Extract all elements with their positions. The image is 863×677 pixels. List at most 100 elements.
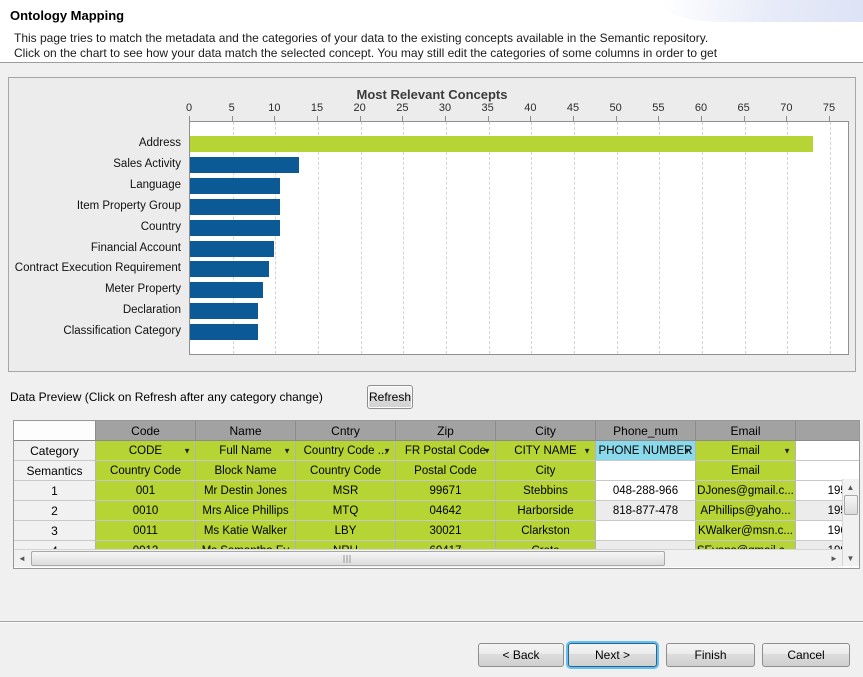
chevron-down-icon[interactable]: ▼ xyxy=(483,446,491,455)
table-cell xyxy=(596,521,696,541)
x-tick-mark xyxy=(317,116,318,121)
chevron-down-icon[interactable]: ▼ xyxy=(683,446,691,455)
table-cell: Stebbins xyxy=(496,481,596,501)
data-preview-table[interactable]: Code Name Cntry Zip City Phone_num Email Catego… xyxy=(13,420,860,569)
concept-bar[interactable] xyxy=(190,241,274,257)
scroll-down-icon[interactable]: ▼ xyxy=(843,552,858,564)
x-tick-mark xyxy=(530,116,532,121)
category-dropdown[interactable]: CITY NAME ▼ xyxy=(496,441,596,461)
semantics-cell: Country Code xyxy=(296,461,396,481)
vertical-scroll-thumb[interactable] xyxy=(844,495,858,515)
refresh-button[interactable]: Refresh xyxy=(367,385,413,409)
chevron-down-icon[interactable]: ▼ xyxy=(283,446,291,455)
x-gridline xyxy=(360,122,362,354)
x-gridline xyxy=(275,122,277,354)
category-dropdown[interactable]: PHONE NUMBER ▼ xyxy=(596,441,696,461)
x-gridline xyxy=(446,122,447,354)
concept-bar[interactable] xyxy=(190,282,263,298)
row-number: 2 xyxy=(14,501,96,521)
wizard-header: Ontology Mapping This page tries to matc… xyxy=(0,0,863,62)
column-header: Code xyxy=(96,421,196,441)
table-cell: Ms Katie Walker xyxy=(196,521,296,541)
chevron-down-icon[interactable]: ▼ xyxy=(183,446,191,455)
table-cell: 048-288-966 xyxy=(596,481,696,501)
category-dropdown[interactable]: Full Name ▼ xyxy=(196,441,296,461)
column-header: Zip xyxy=(396,421,496,441)
chart-category-label: Contract Execution Requirement xyxy=(14,262,181,274)
category-dropdown[interactable]: FR Postal Code ▼ xyxy=(396,441,496,461)
table-cell: Mr Destin Jones xyxy=(196,481,296,501)
table-cell: 99671 xyxy=(396,481,496,501)
x-tick-label: 25 xyxy=(396,102,409,114)
chart-category-label: Item Property Group xyxy=(76,200,181,212)
concepts-chart[interactable]: Most Relevant Concepts 0 5 10 15 20 25 30 35 40 4… xyxy=(8,77,856,372)
x-tick-mark xyxy=(189,116,190,121)
category-row-label: Category xyxy=(14,441,96,461)
x-gridline xyxy=(574,122,575,354)
chevron-down-icon[interactable]: ▼ xyxy=(383,446,391,455)
x-gridline xyxy=(830,122,831,354)
chevron-down-icon[interactable]: ▼ xyxy=(583,446,591,455)
concept-bar[interactable] xyxy=(190,220,280,236)
concept-bar[interactable] xyxy=(190,157,299,173)
table-corner-cell xyxy=(14,421,96,441)
table-cell: KWalker@msn.c... xyxy=(696,521,796,541)
chart-category-label: Financial Account xyxy=(90,242,181,254)
concept-bar[interactable] xyxy=(190,178,280,194)
table-cell: Harborside xyxy=(496,501,596,521)
column-header: Phone_num xyxy=(596,421,696,441)
x-tick-label: 30 xyxy=(438,102,452,114)
semantics-cell: Country Code xyxy=(96,461,196,481)
chart-category-label: Declaration xyxy=(122,304,181,316)
x-tick-mark xyxy=(402,116,404,121)
x-tick-mark xyxy=(786,116,788,121)
chart-category-label: Classification Category xyxy=(63,325,181,337)
x-gridline xyxy=(659,122,661,354)
x-tick-label: 15 xyxy=(310,102,324,114)
scroll-up-icon[interactable]: ▲ xyxy=(843,481,858,493)
x-gridline xyxy=(403,122,405,354)
category-dropdown[interactable]: CODE ▼ xyxy=(96,441,196,461)
concept-bar[interactable] xyxy=(190,199,280,215)
x-tick-mark xyxy=(274,116,276,121)
table-cell: Clarkston xyxy=(496,521,596,541)
x-tick-label: 55 xyxy=(652,102,665,114)
next-button[interactable]: Next > xyxy=(568,643,657,667)
x-gridline xyxy=(318,122,319,354)
x-tick-mark xyxy=(743,116,745,121)
category-dropdown[interactable]: Email ▼ xyxy=(696,441,796,461)
chevron-down-icon[interactable]: ▼ xyxy=(783,446,791,455)
concept-bar[interactable] xyxy=(190,136,813,152)
table-cell: 0010 xyxy=(96,501,196,521)
table-cell: LBY xyxy=(296,521,396,541)
banner-swoosh-decoration xyxy=(663,0,863,22)
x-tick-mark xyxy=(573,116,574,121)
x-tick-label: 75 xyxy=(822,102,836,114)
scroll-right-icon[interactable]: ► xyxy=(826,550,842,566)
x-tick-label: 50 xyxy=(609,102,622,114)
horizontal-scrollbar[interactable]: ◄ ► xyxy=(14,549,842,567)
category-dropdown[interactable]: Country Code ... ▼ xyxy=(296,441,396,461)
row-number: 3 xyxy=(14,521,96,541)
concept-bar[interactable] xyxy=(190,261,269,277)
scroll-left-icon[interactable]: ◄ xyxy=(14,550,30,566)
chart-plot-area[interactable] xyxy=(189,121,849,355)
semantics-cell: Postal Code xyxy=(396,461,496,481)
row-number: 1 xyxy=(14,481,96,501)
column-header: Cntry xyxy=(296,421,396,441)
semantics-cell: City xyxy=(496,461,596,481)
horizontal-scroll-thumb[interactable] xyxy=(31,551,665,566)
chart-category-label: Meter Property xyxy=(104,283,181,295)
cancel-button[interactable]: Cancel xyxy=(762,643,850,667)
category-dropdown[interactable] xyxy=(796,441,859,461)
vertical-scrollbar[interactable]: ▲ ▼ xyxy=(842,479,859,566)
x-tick-label: 5 xyxy=(228,102,235,114)
concept-bar[interactable] xyxy=(190,324,258,340)
finish-button[interactable]: Finish xyxy=(666,643,755,667)
back-button[interactable]: < Back xyxy=(478,643,564,667)
concept-bar[interactable] xyxy=(190,303,258,319)
column-header xyxy=(796,421,859,441)
page-title: Ontology Mapping xyxy=(10,8,125,23)
x-tick-label: 45 xyxy=(566,102,580,114)
